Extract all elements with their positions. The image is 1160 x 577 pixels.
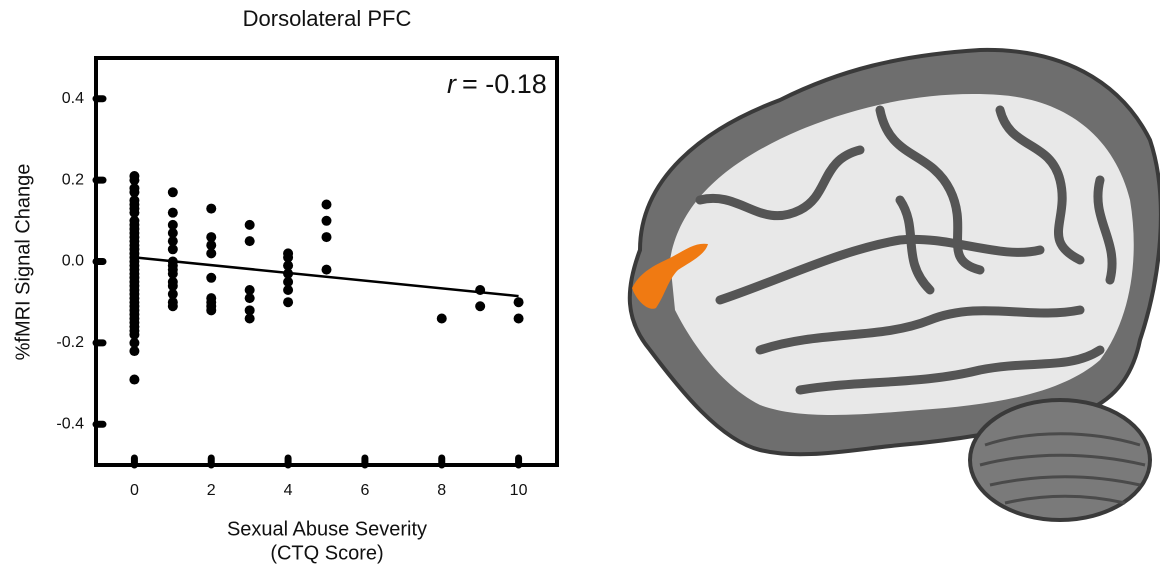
point — [167, 244, 178, 255]
x-tick-label: 6 — [360, 482, 369, 499]
point — [206, 232, 217, 243]
plot-frame — [94, 56, 559, 467]
point — [244, 305, 255, 316]
point — [129, 329, 140, 340]
y-tick-label: -0.2 — [56, 334, 84, 351]
point — [129, 175, 140, 186]
point — [244, 293, 255, 304]
point — [167, 236, 178, 247]
point — [206, 240, 217, 251]
point — [167, 207, 178, 218]
chart-title: Dorsolateral PFC — [243, 6, 412, 31]
y-tick-label: 0.4 — [62, 90, 84, 107]
x-tick-label: 10 — [510, 482, 528, 499]
point — [129, 337, 140, 348]
y-axis-label: %fMRI Signal Change — [12, 164, 34, 361]
point — [283, 260, 294, 271]
point — [283, 297, 294, 308]
x-axis-label: Sexual Abuse Severity — [227, 518, 427, 540]
fit-line — [134, 256, 519, 298]
point — [129, 346, 140, 357]
point — [167, 268, 178, 279]
point — [206, 248, 217, 259]
y-tick-label: -0.4 — [56, 416, 84, 433]
point — [206, 305, 217, 316]
annotation-symbol: r — [447, 69, 457, 99]
point — [283, 252, 294, 263]
point — [129, 187, 140, 198]
point — [167, 228, 178, 239]
point — [321, 199, 332, 210]
point — [206, 272, 217, 283]
x-tick-label: 0 — [130, 482, 139, 499]
y-tick-label: 0.2 — [62, 171, 84, 188]
point — [167, 289, 178, 300]
point — [129, 207, 140, 218]
point — [206, 203, 217, 214]
point — [513, 313, 524, 324]
x-tick-label: 2 — [207, 482, 216, 499]
point — [167, 280, 178, 291]
x-tick-label: 8 — [437, 482, 446, 499]
point — [244, 313, 255, 324]
point — [283, 276, 294, 287]
annotation: = -0.18 — [462, 69, 547, 99]
point — [475, 301, 486, 312]
point — [321, 232, 332, 243]
point — [167, 219, 178, 230]
brain-image — [627, 47, 1160, 522]
x-axis-label: (CTQ Score) — [270, 542, 383, 564]
point — [167, 301, 178, 312]
point — [283, 284, 294, 295]
point — [321, 215, 332, 226]
point — [244, 284, 255, 295]
point — [167, 187, 178, 198]
point — [244, 219, 255, 230]
point — [129, 374, 140, 385]
point — [244, 236, 255, 247]
point — [513, 297, 524, 308]
y-tick-label: 0.0 — [62, 253, 84, 270]
point — [436, 313, 447, 324]
point — [321, 264, 332, 275]
x-tick-label: 4 — [284, 482, 293, 499]
